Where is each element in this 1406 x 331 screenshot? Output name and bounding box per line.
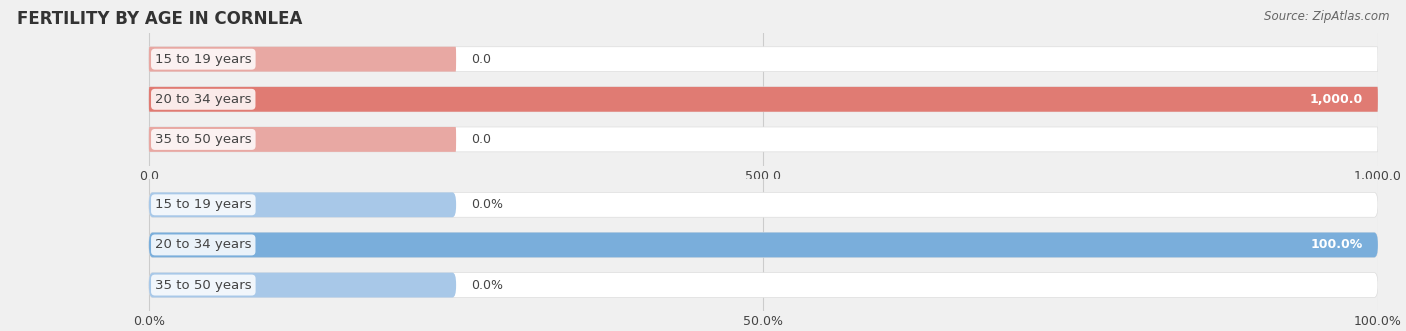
Text: 15 to 19 years: 15 to 19 years — [155, 53, 252, 66]
FancyBboxPatch shape — [149, 47, 1378, 71]
Text: 15 to 19 years: 15 to 19 years — [155, 198, 252, 211]
FancyBboxPatch shape — [149, 192, 456, 217]
FancyBboxPatch shape — [149, 87, 1378, 112]
Text: 20 to 34 years: 20 to 34 years — [155, 93, 252, 106]
Text: 100.0%: 100.0% — [1310, 238, 1364, 252]
FancyBboxPatch shape — [149, 232, 1378, 258]
Text: 35 to 50 years: 35 to 50 years — [155, 133, 252, 146]
FancyBboxPatch shape — [149, 192, 1378, 217]
FancyBboxPatch shape — [149, 127, 456, 152]
FancyBboxPatch shape — [149, 47, 456, 71]
Text: 0.0%: 0.0% — [471, 198, 503, 211]
FancyBboxPatch shape — [149, 232, 1378, 258]
Text: 0.0: 0.0 — [471, 53, 491, 66]
Text: 0.0%: 0.0% — [471, 279, 503, 292]
Text: FERTILITY BY AGE IN CORNLEA: FERTILITY BY AGE IN CORNLEA — [17, 10, 302, 28]
FancyBboxPatch shape — [149, 127, 1378, 152]
Text: 20 to 34 years: 20 to 34 years — [155, 238, 252, 252]
FancyBboxPatch shape — [149, 273, 456, 298]
Text: 35 to 50 years: 35 to 50 years — [155, 279, 252, 292]
Text: 1,000.0: 1,000.0 — [1310, 93, 1364, 106]
FancyBboxPatch shape — [149, 87, 1378, 112]
FancyBboxPatch shape — [149, 273, 1378, 298]
Text: 0.0: 0.0 — [471, 133, 491, 146]
Text: Source: ZipAtlas.com: Source: ZipAtlas.com — [1264, 10, 1389, 23]
